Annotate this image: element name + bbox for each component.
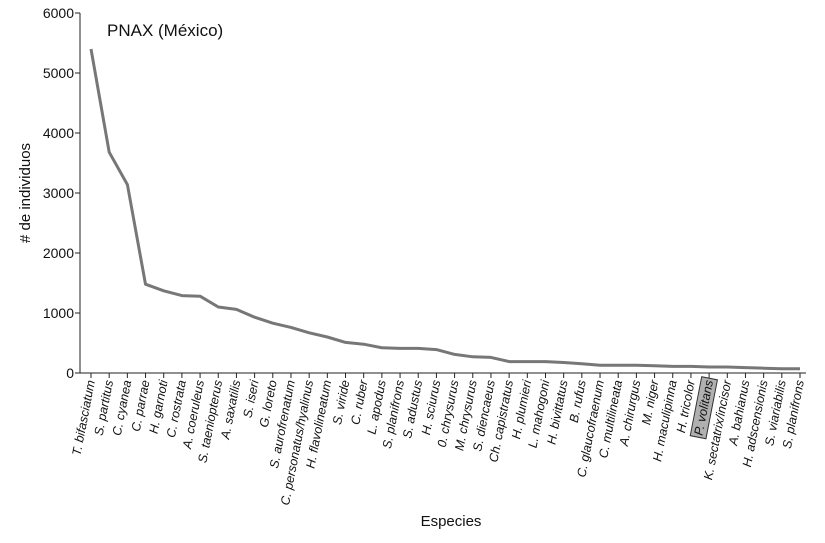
x-tick-label: T. bifasciatum [70, 379, 98, 457]
y-tick-label: 1000 [43, 305, 74, 321]
highlight-layer [689, 376, 718, 440]
y-axis-title: # de individuos [17, 143, 34, 243]
x-axis-title: Especies [421, 513, 482, 530]
y-tick-label: 3000 [43, 185, 74, 201]
y-tick-label: 6000 [43, 5, 74, 21]
y-tick-label: 4000 [43, 125, 74, 141]
y-tick-label: 2000 [43, 245, 74, 261]
y-axis: 0 1000 2000 3000 4000 5000 6000 [43, 5, 81, 381]
y-tick-label: 5000 [43, 65, 74, 81]
series-layer [89, 48, 800, 371]
series-line [89, 48, 800, 371]
highlight-box [689, 376, 718, 440]
x-axis [80, 372, 806, 378]
y-tick-label: 0 [66, 365, 74, 381]
chart-title: PNAX (México) [107, 21, 223, 40]
